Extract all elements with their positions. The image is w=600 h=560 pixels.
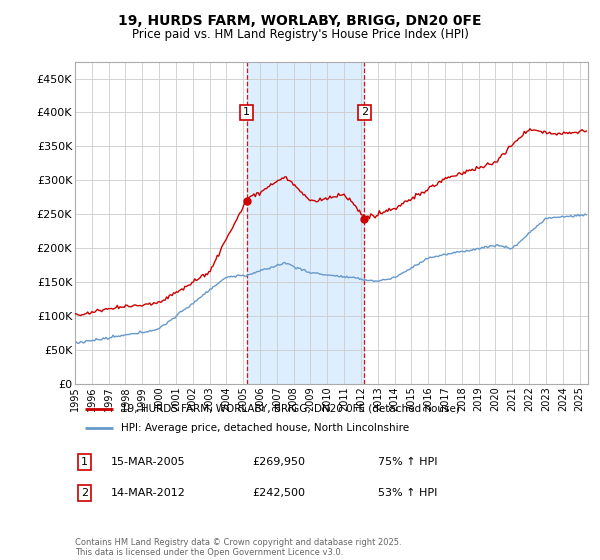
Bar [247,62,364,384]
Text: 15-MAR-2005: 15-MAR-2005 [111,457,185,467]
Text: 75% ↑ HPI: 75% ↑ HPI [378,457,437,467]
Text: Contains HM Land Registry data © Crown copyright and database right 2025.
This d: Contains HM Land Registry data © Crown c… [75,538,401,557]
Text: 14-MAR-2012: 14-MAR-2012 [111,488,186,498]
Text: 53% ↑ HPI: 53% ↑ HPI [378,488,437,498]
Text: 2: 2 [81,488,88,498]
Text: £242,500: £242,500 [252,488,305,498]
Text: 2: 2 [361,108,368,118]
Text: Price paid vs. HM Land Registry's House Price Index (HPI): Price paid vs. HM Land Registry's House … [131,28,469,41]
Text: 1: 1 [243,108,250,118]
Text: £269,950: £269,950 [252,457,305,467]
Text: 1: 1 [81,457,88,467]
Text: HPI: Average price, detached house, North Lincolnshire: HPI: Average price, detached house, Nort… [121,423,409,433]
Text: 19, HURDS FARM, WORLABY, BRIGG, DN20 0FE: 19, HURDS FARM, WORLABY, BRIGG, DN20 0FE [118,14,482,28]
Text: 19, HURDS FARM, WORLABY, BRIGG, DN20 0FE (detached house): 19, HURDS FARM, WORLABY, BRIGG, DN20 0FE… [121,404,460,414]
